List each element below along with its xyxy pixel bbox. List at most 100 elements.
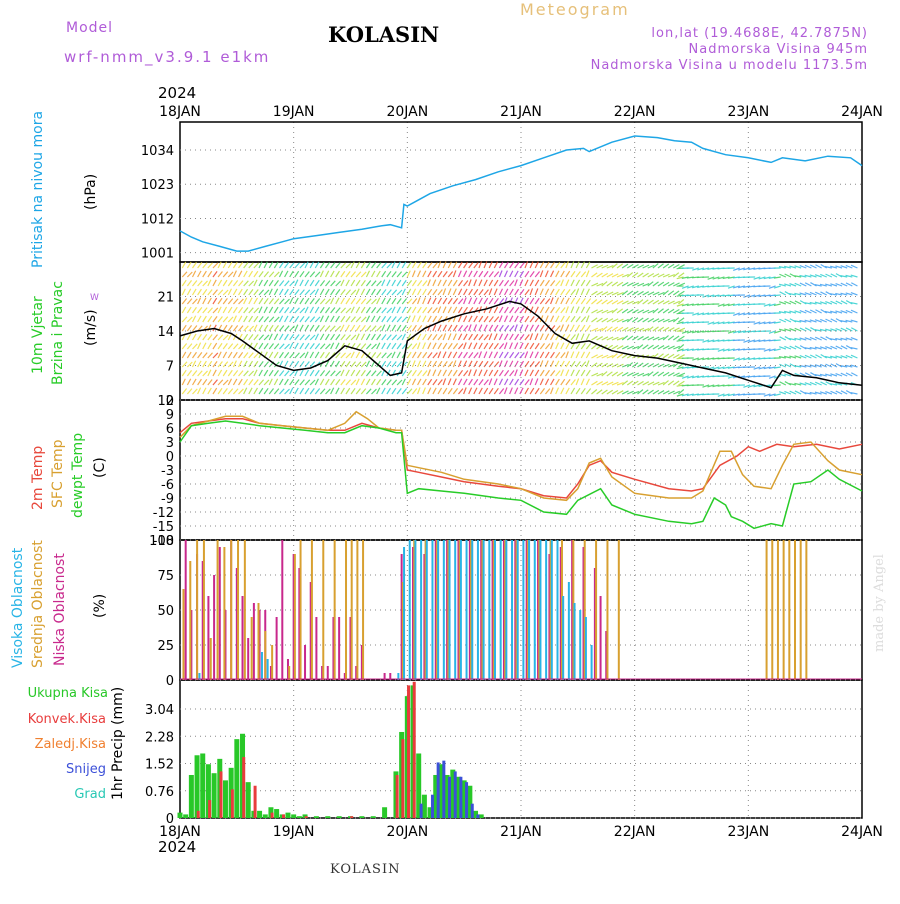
wind-arrow (387, 290, 391, 295)
wind-arrow (295, 280, 298, 286)
wind-arrow (377, 271, 381, 277)
wind-arrow (494, 343, 498, 349)
wind-arrow (305, 388, 309, 394)
wind-arrow (530, 352, 533, 358)
wind-arrow (397, 317, 402, 322)
wind-arrow (591, 318, 597, 322)
wind-arrow (290, 379, 294, 385)
wind-arrow (551, 307, 555, 313)
wind-arrow (535, 370, 539, 376)
wind-arrow (418, 316, 421, 322)
wind-arrow (264, 370, 268, 376)
wind-arrow (576, 388, 580, 394)
cloud-bar (207, 596, 209, 680)
wind-arrow (499, 343, 503, 349)
wind-arrow (372, 352, 376, 358)
cloud-bar (477, 540, 479, 680)
cloud-bar (338, 617, 340, 680)
wind-arrow (448, 334, 451, 340)
wind-arrow (545, 299, 549, 304)
wind-arrow (464, 370, 468, 376)
wind-arrow (576, 333, 579, 340)
precip-bar (479, 814, 484, 818)
wind-arrow (494, 370, 498, 376)
precip-bar (254, 786, 257, 818)
wind-arrow (428, 298, 431, 304)
wind-arrow (535, 379, 538, 385)
time-label-top: 24JAN (841, 104, 883, 120)
cloud-bar (471, 540, 473, 680)
wind-arrow (198, 281, 203, 286)
time-label-top: 19JAN (273, 104, 315, 120)
wind-arrow (218, 343, 222, 349)
wind-arrow (448, 370, 452, 376)
wind-arrow (182, 352, 186, 358)
wind-arrow (530, 343, 534, 349)
wind-arrow (566, 298, 569, 304)
wind-arrow (187, 389, 192, 394)
wind-arrow (540, 262, 543, 268)
wind-arrow (320, 344, 325, 349)
wind-arrow (392, 343, 396, 349)
wind-arrow (469, 334, 473, 340)
wind-arrow (494, 280, 498, 286)
wind-arrow (412, 344, 416, 349)
wind-arrow (310, 380, 315, 385)
wind-arrow (412, 316, 415, 322)
wind-arrow (223, 370, 227, 376)
wind-arrow (505, 352, 509, 358)
wind-arrow (254, 353, 259, 358)
cloud-bar (579, 610, 581, 680)
wind-arrow (505, 370, 509, 376)
cloud-ytick: 50 (157, 604, 174, 619)
precip-bar (208, 800, 211, 818)
cloud-bar (276, 617, 278, 680)
wind-arrow (193, 316, 196, 322)
wind-arrow (198, 262, 202, 268)
wind-arrow (382, 316, 386, 322)
wind-arrow (561, 325, 564, 331)
wind-arrow (433, 379, 437, 385)
wind-arrow (586, 316, 589, 322)
wind-arrow (346, 263, 351, 268)
wind-arrow (223, 280, 227, 286)
wind-arrow (591, 363, 597, 367)
wind-arrow (489, 333, 492, 340)
wind-arrow (581, 352, 584, 358)
wind-arrow (254, 298, 258, 304)
cloud-bar (213, 575, 215, 680)
wind-arrow (392, 388, 396, 394)
time-label-top: 22JAN (614, 104, 656, 120)
wind-arrow (361, 262, 365, 268)
wind-arrow (397, 307, 400, 313)
wind-arrow (213, 316, 217, 322)
wind-arrow (336, 361, 340, 367)
wind-arrow (494, 379, 497, 385)
wind-arrow (254, 290, 258, 295)
wind-arrow (233, 352, 237, 358)
wind-arrow (458, 325, 462, 331)
wind-arrow (300, 308, 305, 313)
wind-arrow (433, 289, 437, 295)
cloud-bar (345, 540, 347, 680)
cloud-ytick: 25 (157, 639, 174, 654)
wind-arrow (423, 388, 426, 394)
wind-arrow (448, 343, 452, 349)
wind-arrow (259, 280, 262, 286)
precip-bar (212, 773, 217, 818)
wind-arrow (489, 280, 492, 286)
wind-arrow (244, 316, 248, 322)
wind-arrow (382, 280, 385, 286)
lowcloud-ylabel: Niska Oblacnost (52, 553, 68, 666)
wind-arrow (223, 262, 226, 268)
wind-arrow (673, 381, 679, 385)
wind-arrow (407, 370, 411, 376)
wind-arrow (331, 326, 336, 331)
wind-arrow (464, 325, 468, 331)
wind-arrow (285, 262, 289, 268)
wind-arrow (356, 317, 361, 322)
wind-arrow (295, 334, 299, 340)
wind-arrow (412, 262, 416, 268)
wind-arrow (438, 343, 442, 349)
